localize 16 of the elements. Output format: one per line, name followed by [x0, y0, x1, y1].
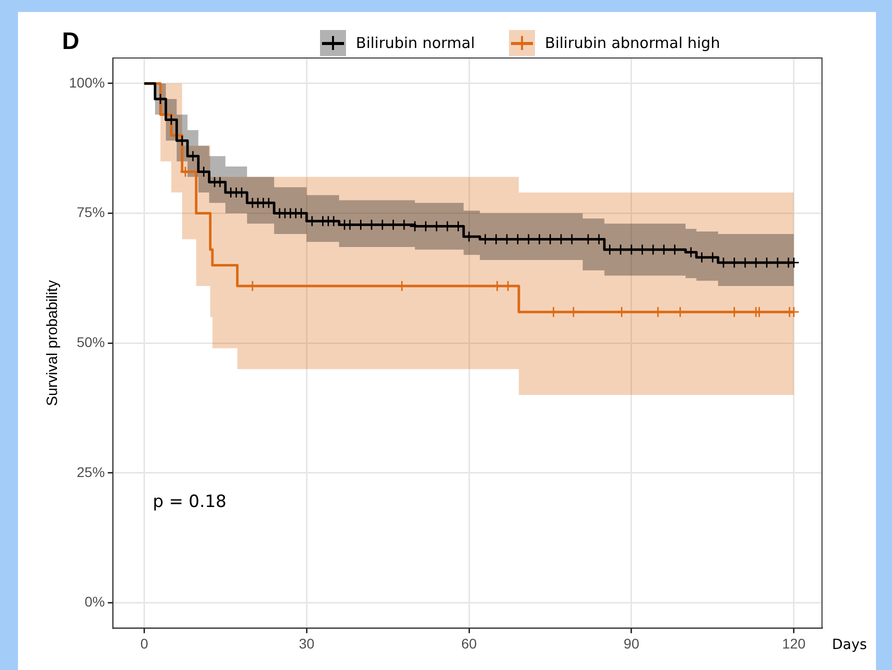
annotation: p = 0.18	[152, 492, 227, 512]
legend-label: Bilirubin normal	[356, 34, 475, 52]
x-tick-label: 60	[461, 635, 478, 652]
y-tick-label: 50%	[76, 334, 105, 350]
y-tick-label: 0%	[84, 594, 105, 610]
x-axis-title: Days	[832, 636, 867, 653]
chart-title: D	[62, 28, 80, 56]
x-tick-label: 120	[782, 635, 806, 652]
y-tick-label: 100%	[68, 74, 105, 90]
x-tick-label: 90	[624, 635, 640, 652]
x-tick-label: 0	[140, 635, 148, 652]
y-tick-label: 75%	[76, 204, 105, 220]
legend-label: Bilirubin abnormal high	[544, 34, 720, 52]
y-tick-label: 25%	[76, 464, 105, 480]
x-tick-label: 30	[298, 635, 315, 652]
y-axis-title: Survival probability	[44, 280, 62, 406]
